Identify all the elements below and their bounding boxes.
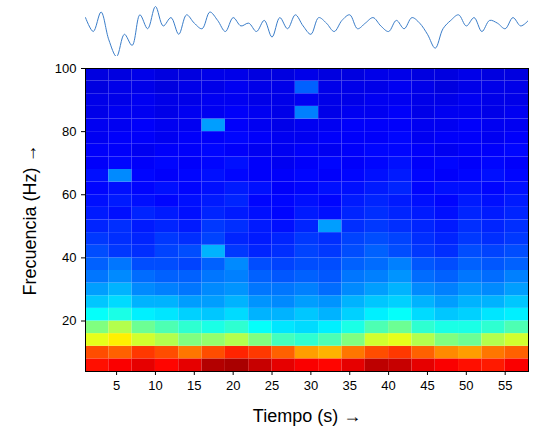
svg-text:40: 40 xyxy=(381,378,395,393)
svg-text:50: 50 xyxy=(459,378,473,393)
svg-text:20: 20 xyxy=(62,313,76,328)
svg-text:Tiempo (s) →: Tiempo (s) → xyxy=(253,406,361,426)
svg-text:15: 15 xyxy=(187,378,201,393)
svg-text:Frecuencia (Hz) →: Frecuencia (Hz) → xyxy=(20,144,40,295)
svg-text:45: 45 xyxy=(420,378,434,393)
svg-text:80: 80 xyxy=(62,124,76,139)
svg-text:60: 60 xyxy=(62,187,76,202)
svg-text:25: 25 xyxy=(265,378,279,393)
svg-text:40: 40 xyxy=(62,250,76,265)
svg-text:10: 10 xyxy=(148,378,162,393)
svg-text:35: 35 xyxy=(343,378,357,393)
svg-text:5: 5 xyxy=(113,378,120,393)
svg-text:20: 20 xyxy=(226,378,240,393)
svg-text:30: 30 xyxy=(304,378,318,393)
svg-text:55: 55 xyxy=(498,378,512,393)
svg-text:100: 100 xyxy=(55,62,77,76)
